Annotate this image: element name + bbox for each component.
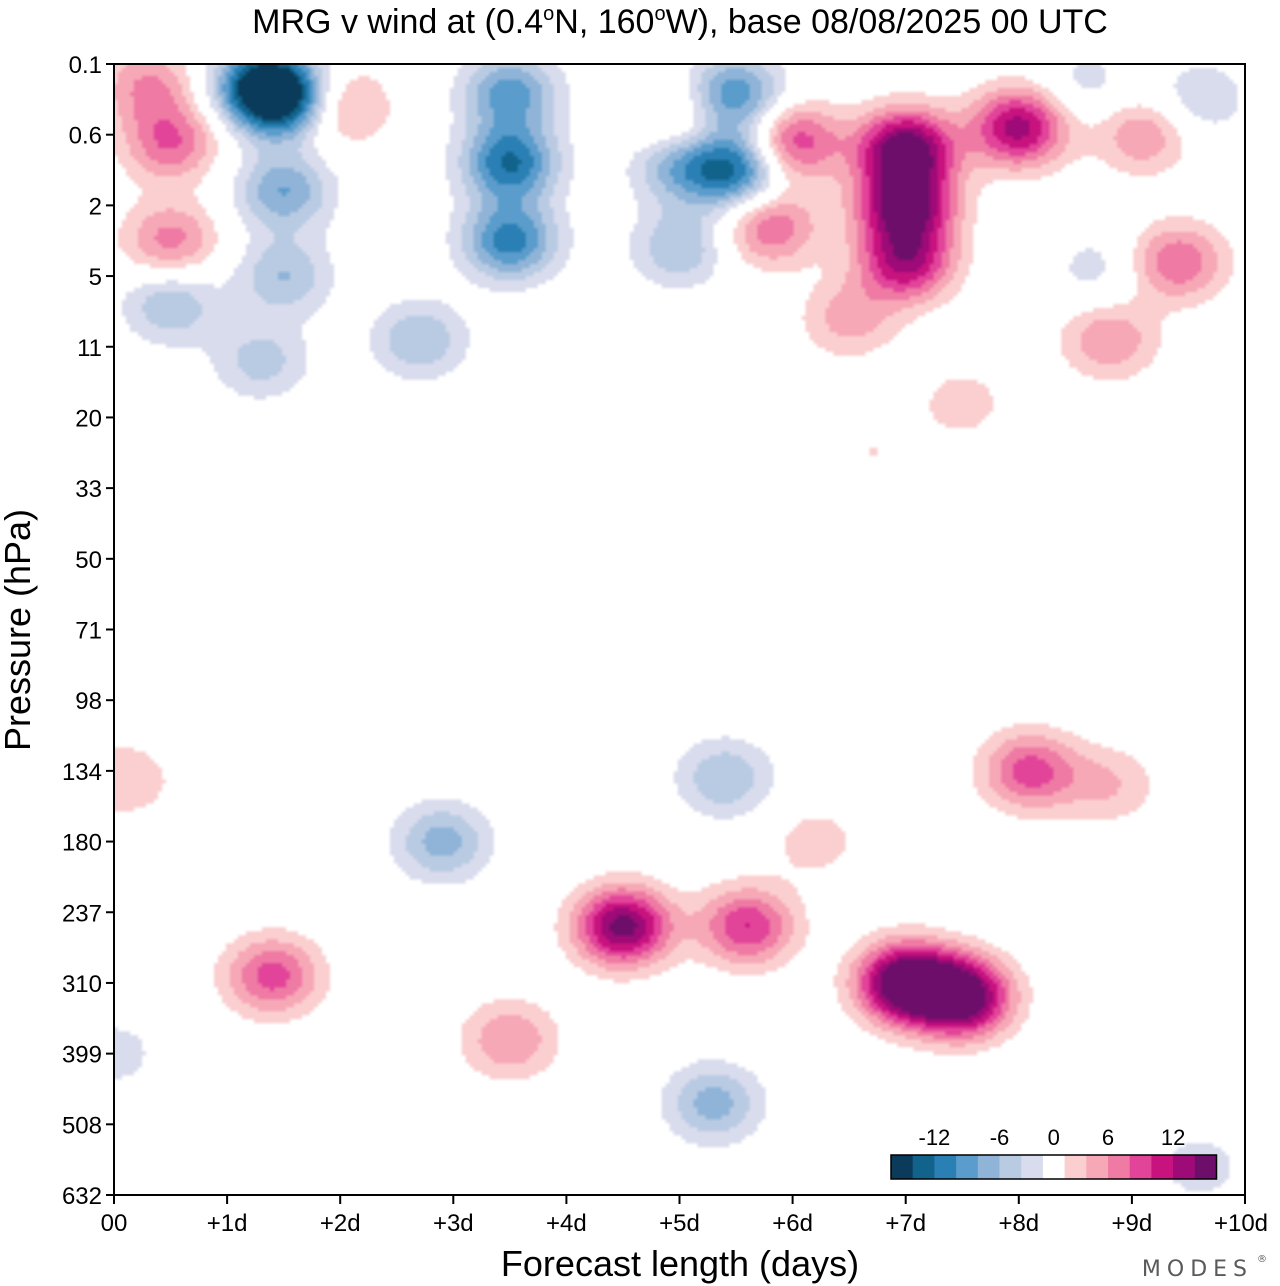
colorbar-swatch [934, 1155, 957, 1179]
colorbar: -12 -6 0 6 12 [890, 1125, 1218, 1180]
x-axis: 00 +1d +2d +3d +4d +5d +6d +7d +8d +9d +10d [101, 1195, 1268, 1237]
colorbar-swatch [956, 1155, 979, 1179]
y-tick-label: 2 [89, 193, 102, 220]
y-tick-label: 134 [62, 759, 102, 786]
contour-field [114, 64, 1245, 1195]
x-tick-label: +5d [659, 1210, 700, 1237]
colorbar-tick-label: 0 [1048, 1125, 1060, 1150]
y-axis: 0.1 0.6 2 5 11 20 33 50 71 98 134 180 237 310 399 508 63… [62, 52, 114, 1210]
colorbar-swatch [999, 1155, 1022, 1179]
colorbar-swatch [1129, 1155, 1152, 1179]
colorbar-swatch [1042, 1155, 1065, 1179]
colorbar-swatch [891, 1155, 914, 1179]
title-degree-2: o [654, 3, 665, 25]
colorbar-tick-label: 12 [1161, 1125, 1185, 1150]
y-tick-label: 237 [62, 900, 102, 927]
colorbar-tick-label: -12 [919, 1125, 951, 1150]
y-tick-label: 71 [75, 618, 102, 645]
colorbar-swatch [1108, 1155, 1131, 1179]
y-tick-label: 632 [62, 1183, 102, 1210]
y-tick-label: 0.6 [69, 123, 102, 150]
brand-logo: MODES [1142, 1257, 1253, 1282]
colorbar-tick-label: -6 [990, 1125, 1010, 1150]
x-tick-label: +6d [772, 1210, 813, 1237]
colorbar-swatch [1021, 1155, 1044, 1179]
y-tick-label: 20 [75, 405, 102, 432]
title-degree-1: o [543, 3, 554, 25]
x-tick-label: +4d [546, 1210, 587, 1237]
colorbar-swatch [1064, 1155, 1087, 1179]
y-tick-label: 310 [62, 971, 102, 998]
brand-registered-mark: ® [1257, 1254, 1267, 1265]
colorbar-swatch [912, 1155, 935, 1179]
y-tick-label: 98 [75, 688, 102, 715]
chart-title: MRG v wind at (0.4oN, 160oW), base 08/08… [252, 3, 1108, 41]
x-tick-label: +8d [998, 1210, 1039, 1237]
y-tick-label: 0.1 [69, 52, 102, 79]
y-axis-label: Pressure (hPa) [0, 509, 38, 751]
y-tick-label: 5 [89, 264, 102, 291]
title-part-3: W), base 08/08/2025 00 UTC [666, 3, 1108, 41]
colorbar-swatch [1173, 1155, 1196, 1179]
plot-area [114, 64, 1245, 1195]
colorbar-swatch [1194, 1155, 1217, 1179]
colorbar-swatch [977, 1155, 1000, 1179]
x-tick-label: +9d [1112, 1210, 1153, 1237]
x-tick-label: +2d [320, 1210, 361, 1237]
title-part-1: MRG v wind at (0.4 [252, 3, 543, 41]
colorbar-swatch [1086, 1155, 1109, 1179]
y-tick-label: 33 [75, 476, 102, 503]
colorbar-tick-label: 6 [1102, 1125, 1114, 1150]
colorbar-frame [890, 1154, 1218, 1180]
y-tick-label: 399 [62, 1042, 102, 1069]
x-tick-label: 00 [101, 1210, 128, 1237]
y-tick-label: 50 [75, 547, 102, 574]
title-part-2: N, 160 [554, 3, 654, 41]
x-tick-label: +7d [885, 1210, 926, 1237]
x-tick-label: +10d [1214, 1210, 1268, 1237]
x-axis-label: Forecast length (days) [501, 1243, 859, 1284]
y-tick-label: 11 [77, 335, 102, 362]
x-tick-label: +3d [433, 1210, 474, 1237]
y-tick-label: 508 [62, 1112, 102, 1139]
x-tick-label: +1d [207, 1210, 248, 1237]
y-tick-label: 180 [62, 830, 102, 857]
colorbar-swatch [1151, 1155, 1174, 1179]
